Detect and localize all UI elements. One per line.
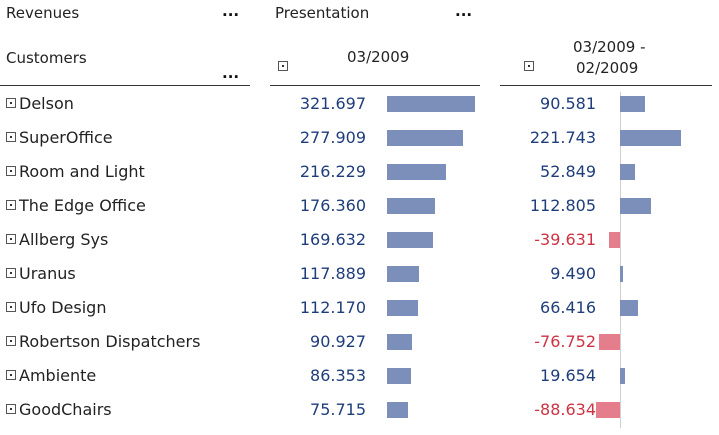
customer-name: Delson [19, 94, 74, 113]
row-expand-icon[interactable] [6, 404, 16, 414]
customer-cell[interactable]: Ufo Design [6, 291, 106, 325]
table-row: GoodChairs 75.715 -88.634 [0, 393, 719, 427]
value-bar [387, 198, 435, 214]
delta-bar [620, 300, 638, 316]
delta-bar [599, 334, 620, 350]
delta-bar [620, 266, 623, 282]
dimension-label[interactable]: Customers [6, 49, 87, 67]
table-row: Ambiente 86.353 19.654 [0, 359, 719, 393]
value-cell: 216.229 [299, 162, 366, 181]
delta-bar [620, 130, 681, 146]
delta-bar [596, 402, 620, 418]
row-expand-icon[interactable] [6, 132, 16, 142]
customer-cell[interactable]: Uranus [6, 257, 76, 291]
customer-name: GoodChairs [19, 400, 112, 419]
col2-title-line2: 02/2009 [576, 59, 639, 77]
delta-bar [620, 198, 651, 214]
presentation-label[interactable]: Presentation [275, 4, 370, 22]
value-cell: 90.927 [310, 332, 366, 351]
table-row: Delson 321.697 90.581 [0, 87, 719, 121]
delta-cell: 221.743 [529, 128, 596, 147]
customer-cell[interactable]: Ambiente [6, 359, 96, 393]
delta-cell: -39.631 [534, 230, 596, 249]
customer-name: Ambiente [19, 366, 97, 385]
delta-bar [620, 368, 625, 384]
delta-cell: 112.805 [529, 196, 596, 215]
customer-name: The Edge Office [19, 196, 146, 215]
value-bar [387, 130, 463, 146]
delta-cell: -76.752 [534, 332, 596, 351]
header-rule-col2 [500, 85, 712, 86]
col1-title: 03/2009 [347, 48, 410, 66]
table-row: SuperOffice 277.909 221.743 [0, 121, 719, 155]
delta-cell: 66.416 [540, 298, 596, 317]
customer-name: Ufo Design [19, 298, 107, 317]
header-rule-dimension [0, 85, 250, 86]
customer-name: Uranus [19, 264, 76, 283]
customer-cell[interactable]: Allberg Sys [6, 223, 108, 257]
table-row: Ufo Design 112.170 66.416 [0, 291, 719, 325]
customer-cell[interactable]: SuperOffice [6, 121, 113, 155]
row-expand-icon[interactable] [6, 336, 16, 346]
customer-name: Room and Light [19, 162, 145, 181]
value-bar [387, 164, 446, 180]
row-expand-icon[interactable] [6, 200, 16, 210]
customer-cell[interactable]: GoodChairs [6, 393, 112, 427]
row-expand-icon[interactable] [6, 302, 16, 312]
delta-cell: 19.654 [540, 366, 596, 385]
row-expand-icon[interactable] [6, 98, 16, 108]
table-row: Robertson Dispatchers 90.927 -76.752 [0, 325, 719, 359]
value-cell: 176.360 [299, 196, 366, 215]
value-bar [387, 334, 412, 350]
row-expand-icon[interactable] [6, 234, 16, 244]
table-row: The Edge Office 176.360 112.805 [0, 189, 719, 223]
delta-cell: 90.581 [540, 94, 596, 113]
customer-name: Allberg Sys [19, 230, 109, 249]
measure-menu-button[interactable]: ... [222, 2, 240, 20]
delta-bar [609, 232, 620, 248]
row-expand-icon[interactable] [6, 268, 16, 278]
row-expand-icon[interactable] [6, 370, 16, 380]
customer-cell[interactable]: Robertson Dispatchers [6, 325, 200, 359]
value-bar [387, 232, 433, 248]
value-bar [387, 368, 411, 384]
dimension-menu-button[interactable]: ... [222, 64, 240, 82]
value-cell: 86.353 [310, 366, 366, 385]
value-cell: 112.170 [299, 298, 366, 317]
value-cell: 117.889 [299, 264, 366, 283]
header-rule-col1 [270, 85, 480, 86]
table-row: Allberg Sys 169.632 -39.631 [0, 223, 719, 257]
delta-zero-axis [620, 92, 621, 428]
table-row: Room and Light 216.229 52.849 [0, 155, 719, 189]
delta-bar [620, 96, 645, 112]
customer-name: Robertson Dispatchers [19, 332, 201, 351]
presentation-menu-button[interactable]: ... [455, 2, 473, 20]
delta-cell: 9.490 [550, 264, 596, 283]
customer-name: SuperOffice [19, 128, 113, 147]
value-bar [387, 402, 408, 418]
table-row: Uranus 117.889 9.490 [0, 257, 719, 291]
delta-cell: -88.634 [534, 400, 596, 419]
value-cell: 75.715 [310, 400, 366, 419]
value-cell: 321.697 [299, 94, 366, 113]
col2-title-line1: 03/2009 - [573, 38, 646, 56]
customer-cell[interactable]: Delson [6, 87, 74, 121]
customer-cell[interactable]: Room and Light [6, 155, 145, 189]
col2-expand-icon[interactable] [524, 60, 535, 71]
value-bar [387, 266, 419, 282]
row-expand-icon[interactable] [6, 166, 16, 176]
value-cell: 277.909 [299, 128, 366, 147]
customer-cell[interactable]: The Edge Office [6, 189, 146, 223]
delta-bar [620, 164, 635, 180]
measure-label[interactable]: Revenues [6, 4, 80, 22]
value-bar [387, 300, 418, 316]
delta-cell: 52.849 [540, 162, 596, 181]
value-bar [387, 96, 475, 112]
value-cell: 169.632 [299, 230, 366, 249]
col1-expand-icon[interactable] [278, 60, 288, 71]
